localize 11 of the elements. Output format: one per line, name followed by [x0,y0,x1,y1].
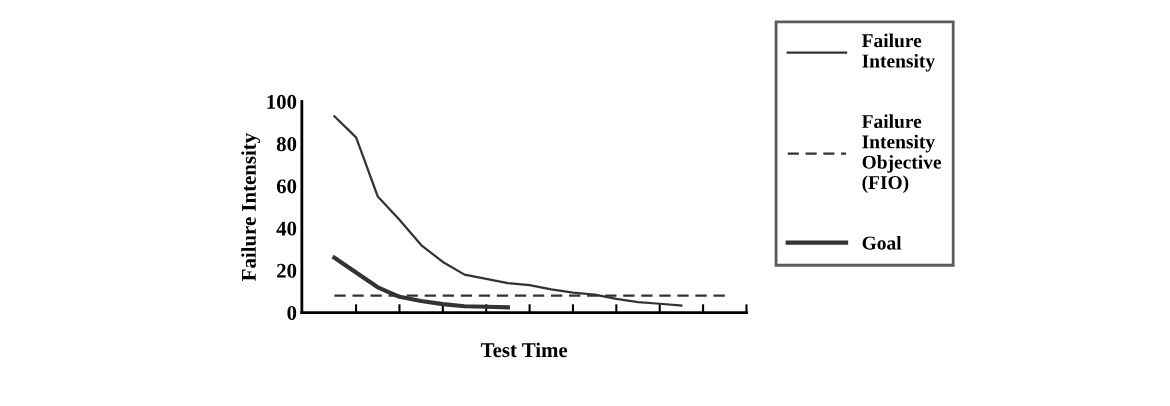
legend-label: Failure Intensity [861,33,935,72]
legend-label: Goal [862,235,902,250]
y-tick-label: 20 [277,263,297,278]
y-axis-title: Failure Intensity [241,133,261,281]
legend-label: Failure Intensity Objective (FIO) [861,114,942,194]
y-tick-label: 60 [276,179,297,194]
y-tick-label: 80 [276,137,297,152]
y-tick-label: 100 [267,94,297,109]
y-tick-label: 40 [276,221,297,236]
x-axis-title: Test Time [480,342,568,358]
y-tick-label: 0 [287,305,297,321]
